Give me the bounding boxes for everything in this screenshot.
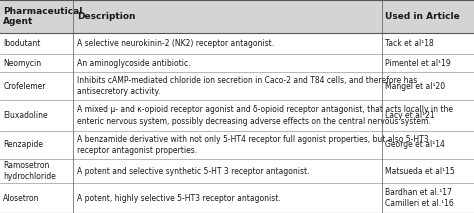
Text: Inhibits cAMP-mediated chloride ion secretion in Caco-2 and T84 cells, and there: Inhibits cAMP-mediated chloride ion secr… bbox=[77, 76, 417, 96]
Text: Description: Description bbox=[77, 12, 135, 21]
Text: Tack et al¹18: Tack et al¹18 bbox=[385, 39, 434, 48]
Text: Matsueda et al¹15: Matsueda et al¹15 bbox=[385, 167, 455, 176]
Text: An aminoglycoside antibiotic.: An aminoglycoside antibiotic. bbox=[77, 59, 190, 68]
Text: Renzapide: Renzapide bbox=[3, 140, 43, 149]
Text: Alosetron: Alosetron bbox=[3, 194, 40, 203]
Bar bbox=[0, 0, 474, 33]
Text: George et al¹14: George et al¹14 bbox=[385, 140, 445, 149]
Text: A mixed μ- and κ-opioid receptor agonist and δ-opioid receptor antagonist, that : A mixed μ- and κ-opioid receptor agonist… bbox=[77, 105, 453, 125]
Text: Pimentel et al¹19: Pimentel et al¹19 bbox=[385, 59, 451, 68]
Text: A benzamide derivative with not only 5-HT4 receptor full agonist properties, but: A benzamide derivative with not only 5-H… bbox=[77, 135, 428, 155]
Text: A selective neurokinin-2 (NK2) receptor antagonist.: A selective neurokinin-2 (NK2) receptor … bbox=[77, 39, 274, 48]
Text: Crofelemer: Crofelemer bbox=[3, 82, 46, 91]
Text: Mangel et al¹20: Mangel et al¹20 bbox=[385, 82, 445, 91]
Text: Ramosetron
hydrochloride: Ramosetron hydrochloride bbox=[3, 161, 56, 181]
Text: Eluxadoline: Eluxadoline bbox=[3, 111, 48, 120]
Text: A potent and selective synthetic 5-HT 3 receptor antagonist.: A potent and selective synthetic 5-HT 3 … bbox=[77, 167, 310, 176]
Text: Ibodutant: Ibodutant bbox=[3, 39, 41, 48]
Text: Bardhan et al.¹17
Camilleri et al.¹16: Bardhan et al.¹17 Camilleri et al.¹16 bbox=[385, 188, 454, 208]
Text: Neomycin: Neomycin bbox=[3, 59, 41, 68]
Text: Lacy et al¹21: Lacy et al¹21 bbox=[385, 111, 435, 120]
Text: A potent, highly selective 5-HT3 receptor antagonist.: A potent, highly selective 5-HT3 recepto… bbox=[77, 194, 281, 203]
Text: Used in Article: Used in Article bbox=[385, 12, 460, 21]
Text: Pharmaceutical
Agent: Pharmaceutical Agent bbox=[3, 7, 82, 26]
